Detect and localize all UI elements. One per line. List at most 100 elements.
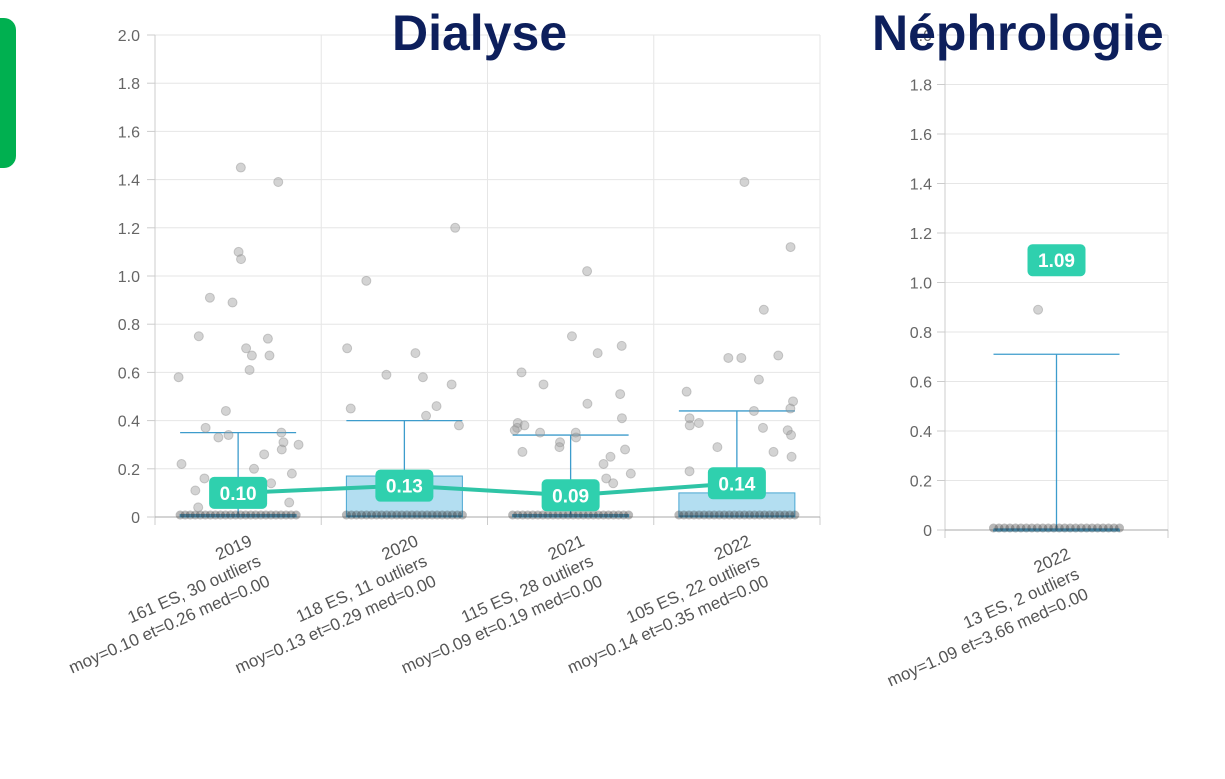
outlier-point <box>193 331 204 342</box>
category-stats: moy=1.09 et=3.66 med=0.00 <box>884 584 1091 690</box>
data-point <box>1038 523 1048 533</box>
data-point <box>760 510 770 520</box>
data-point <box>1021 523 1031 533</box>
y-tick-label: 1.6 <box>910 127 932 144</box>
mean-label: 0.10 <box>220 484 257 505</box>
outlier-point <box>278 437 289 448</box>
data-point <box>266 510 276 520</box>
y-tick-label: 1.6 <box>118 124 140 141</box>
data-point <box>694 510 704 520</box>
data-point <box>1065 523 1075 533</box>
data-point <box>382 510 392 520</box>
data-point <box>427 510 437 520</box>
outlier-point <box>616 413 627 424</box>
category-label: 2020118 ES, 11 outliersmoy=0.13 et=0.29 … <box>214 531 439 677</box>
y-tick-label: 0.2 <box>910 474 932 491</box>
data-point <box>750 510 760 520</box>
data-point <box>256 510 266 520</box>
data-point <box>578 510 588 520</box>
outlier-point <box>712 442 723 453</box>
data-point <box>593 510 603 520</box>
data-point <box>1087 523 1097 533</box>
data-point <box>205 510 215 520</box>
outlier-point <box>286 468 297 479</box>
mean-label: 0.14 <box>718 474 755 495</box>
y-tick-label: 1.4 <box>910 177 932 194</box>
data-point <box>231 510 241 520</box>
outlier-point <box>519 420 530 431</box>
y-tick-label: 1.2 <box>910 226 932 243</box>
y-tick-label: 1.8 <box>910 78 932 95</box>
data-point <box>573 510 583 520</box>
data-point <box>704 510 714 520</box>
y-tick-label: 0.4 <box>910 424 932 441</box>
outlier-point <box>262 333 273 344</box>
outlier-point <box>246 350 257 361</box>
data-point <box>588 510 598 520</box>
data-point <box>346 510 356 520</box>
y-tick-label: 0.8 <box>910 325 932 342</box>
mean-label: 1.09 <box>1038 251 1075 272</box>
y-tick-label: 1.4 <box>118 173 140 190</box>
data-point <box>780 510 790 520</box>
outlier-point <box>748 405 759 416</box>
data-point <box>1060 523 1070 533</box>
y-tick-label: 0.2 <box>118 462 140 479</box>
data-point <box>624 510 634 520</box>
mean-label-box <box>209 476 268 509</box>
outlier-point <box>266 478 277 489</box>
outlier-point <box>582 266 593 277</box>
outlier-point <box>284 497 295 508</box>
data-point <box>397 510 407 520</box>
data-point <box>1076 523 1086 533</box>
outlier-point <box>516 367 527 378</box>
outlier-point <box>554 442 565 453</box>
data-point <box>215 510 225 520</box>
data-point <box>357 510 367 520</box>
data-point <box>739 510 749 520</box>
y-tick-label: 0 <box>923 523 932 540</box>
outlier-point <box>431 401 442 412</box>
outlier-point <box>417 372 428 383</box>
category-label: 202213 ES, 2 outliersmoy=1.09 et=3.66 me… <box>866 544 1091 690</box>
outlier-point <box>684 420 695 431</box>
outlier-point <box>273 177 284 188</box>
outlier-point <box>566 331 577 342</box>
data-point <box>1093 523 1103 533</box>
mean-label: 0.13 <box>386 477 423 498</box>
outlier-point <box>233 246 244 257</box>
y-tick-label: 0.8 <box>118 317 140 334</box>
data-point <box>362 510 372 520</box>
mean-label: 0.09 <box>552 486 589 507</box>
data-point <box>724 510 734 520</box>
outlier-point <box>739 177 750 188</box>
y-tick-label: 1.0 <box>118 269 140 286</box>
outlier-point <box>608 478 619 489</box>
data-point <box>457 510 467 520</box>
data-point <box>775 510 785 520</box>
outlier-point <box>446 379 457 390</box>
data-point <box>1115 523 1124 533</box>
outlier-point <box>620 444 631 455</box>
data-point <box>558 510 568 520</box>
mean-label-box <box>541 479 600 512</box>
outlier-point <box>223 430 234 441</box>
data-point <box>291 510 301 520</box>
outlier-point <box>723 352 734 363</box>
outlier-point <box>535 427 546 438</box>
outlier-point <box>342 343 353 354</box>
outlier-point <box>693 418 704 429</box>
data-point <box>614 510 624 520</box>
outlier-point <box>684 466 695 477</box>
data-point <box>271 510 281 520</box>
data-point <box>226 510 236 520</box>
data-point <box>367 510 377 520</box>
outlier-point <box>361 275 372 286</box>
data-point <box>1071 523 1081 533</box>
outlier-point <box>259 449 270 460</box>
mean-line <box>238 481 738 498</box>
data-point <box>185 510 195 520</box>
outlier-point <box>773 350 784 361</box>
data-point <box>709 510 719 520</box>
data-point <box>523 510 533 520</box>
